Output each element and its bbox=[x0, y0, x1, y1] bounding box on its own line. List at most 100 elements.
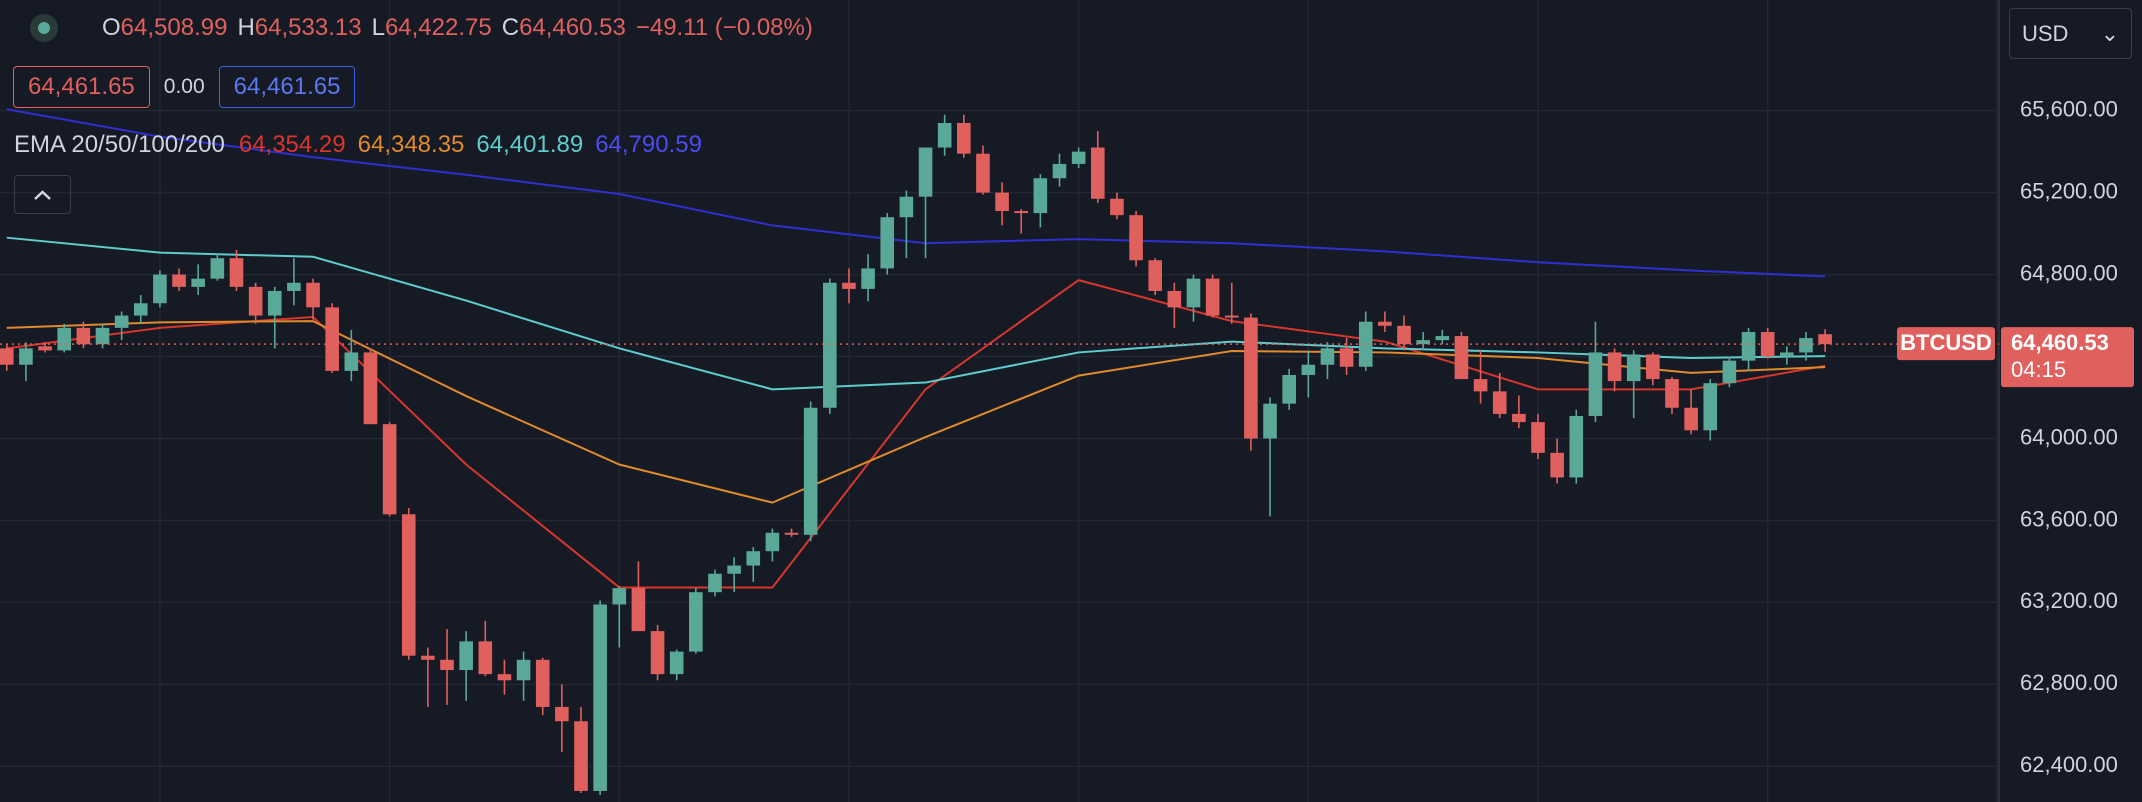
candle-body bbox=[229, 258, 244, 287]
candle-body bbox=[727, 565, 741, 574]
candle-body bbox=[650, 631, 665, 675]
candle-body bbox=[1244, 317, 1258, 439]
candle-body bbox=[57, 327, 72, 351]
candle-body bbox=[1492, 391, 1507, 414]
candle-body bbox=[1454, 336, 1469, 380]
candle-body bbox=[248, 286, 263, 316]
candle-body bbox=[114, 315, 129, 328]
candle-body bbox=[555, 706, 569, 722]
candle-body bbox=[1397, 325, 1411, 345]
candle-body bbox=[19, 348, 33, 365]
indicator-legend: EMA 20/50/100/200 64,354.29 64,348.35 64,4… bbox=[14, 131, 702, 159]
symbol-tag bbox=[1897, 327, 1995, 361]
change: −49.11 (−0.08%) bbox=[635, 14, 813, 41]
candle-body bbox=[574, 721, 588, 791]
ema-line bbox=[6, 320, 1826, 504]
candle-body bbox=[1358, 321, 1373, 367]
candle-body bbox=[957, 122, 971, 154]
ohlc-o: O64,508.99 bbox=[102, 14, 227, 42]
collapse-button[interactable] bbox=[14, 175, 71, 214]
ohlc-letter: O bbox=[102, 14, 121, 41]
status-icon bbox=[30, 14, 58, 42]
y-tick-label: 63,600.00 bbox=[2020, 506, 2118, 531]
candle-body bbox=[287, 282, 301, 291]
currency-select[interactable]: USD ⌄ bbox=[2009, 8, 2132, 59]
candle-body bbox=[1512, 413, 1526, 423]
price-boxes: 64,461.65 0.00 64,461.65 bbox=[13, 66, 356, 108]
candle-body bbox=[1224, 315, 1239, 318]
candle-body bbox=[1646, 354, 1660, 380]
ema-line bbox=[6, 236, 1826, 391]
candle-body bbox=[880, 217, 895, 269]
ema-line bbox=[6, 279, 1826, 589]
candle-body bbox=[478, 641, 493, 675]
candle-body bbox=[459, 641, 473, 671]
candle-body bbox=[746, 551, 761, 566]
y-tick-label: 64,800.00 bbox=[2020, 260, 2118, 285]
y-tick-label: 62,400.00 bbox=[2020, 752, 2118, 777]
candle-body bbox=[535, 659, 550, 707]
candle-body bbox=[1760, 331, 1775, 357]
price-tag-label: 64,460.53 bbox=[2011, 330, 2109, 355]
ohlc-c: C64,460.53 bbox=[502, 14, 626, 42]
candle-body bbox=[1129, 215, 1143, 261]
candle-body bbox=[765, 532, 780, 552]
candle-body bbox=[0, 348, 14, 365]
ohlc-value: 64,533.13 bbox=[254, 14, 362, 41]
candle-body bbox=[1071, 151, 1086, 164]
ohlc-value: 64,460.53 bbox=[519, 14, 626, 41]
indicator-value: 64,354.29 bbox=[238, 131, 346, 158]
candle-body bbox=[1722, 360, 1737, 384]
candle-body bbox=[325, 307, 339, 371]
candle-body bbox=[842, 282, 856, 289]
candle-body bbox=[823, 282, 837, 408]
indicator-title: EMA 20/50/100/200 bbox=[14, 131, 225, 158]
candle-body bbox=[899, 196, 914, 218]
candle-body bbox=[516, 659, 531, 681]
candle-body bbox=[1684, 407, 1698, 431]
candle-body bbox=[1090, 147, 1105, 199]
candle-body bbox=[133, 303, 148, 316]
candle-body bbox=[1569, 415, 1584, 478]
candle-body bbox=[1665, 379, 1679, 408]
candle-body bbox=[593, 604, 607, 791]
candle-body bbox=[191, 278, 205, 287]
caret: ⌄ bbox=[2100, 20, 2119, 46]
candle-body bbox=[1416, 340, 1430, 345]
candle-body bbox=[784, 532, 799, 535]
indicator-values: 64,354.29 64,348.35 64,401.89 64,790.59 bbox=[239, 131, 702, 159]
candle-body bbox=[267, 290, 282, 316]
candle-body bbox=[1588, 352, 1603, 416]
symbol-label: BTCUSD bbox=[1900, 330, 1992, 355]
ohlc-row: O64,508.99 H64,533.13 L64,422.75 C64,460… bbox=[30, 14, 813, 42]
ohlc-l: L64,422.75 bbox=[372, 14, 492, 42]
currency: USD bbox=[2022, 20, 2069, 46]
candle-body bbox=[1626, 354, 1641, 382]
candle-body bbox=[1799, 338, 1813, 353]
candle-body bbox=[995, 192, 1009, 212]
ohlc-value: 64,422.75 bbox=[384, 14, 492, 41]
candle-body bbox=[344, 352, 359, 371]
candle-body bbox=[306, 282, 320, 308]
candle-body bbox=[1741, 331, 1756, 361]
candle-body bbox=[1205, 278, 1220, 316]
candle-body bbox=[1378, 321, 1392, 326]
ohlc-letter: C bbox=[501, 14, 520, 41]
candle-body bbox=[1473, 379, 1488, 392]
candle-body bbox=[382, 424, 397, 515]
candle-body bbox=[1607, 352, 1622, 382]
ohlc-h: H64,533.13 bbox=[237, 14, 361, 42]
candle-body bbox=[1014, 211, 1029, 214]
candle-body bbox=[1550, 452, 1564, 478]
candle-body bbox=[1703, 383, 1718, 431]
candle-body bbox=[669, 651, 684, 675]
candle-body bbox=[38, 346, 52, 351]
buy-box[interactable]: 64,461.65 bbox=[218, 66, 356, 108]
candle-body bbox=[401, 514, 416, 656]
candle-body bbox=[1531, 422, 1545, 453]
candle-body bbox=[497, 674, 512, 681]
candle-body bbox=[153, 274, 167, 304]
candle-body bbox=[861, 268, 875, 289]
sell-box[interactable]: 64,461.65 bbox=[13, 66, 150, 108]
